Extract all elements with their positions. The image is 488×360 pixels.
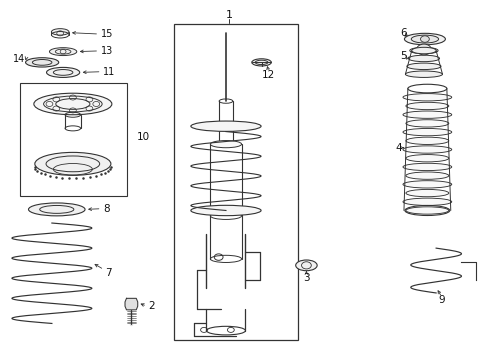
Circle shape <box>420 36 428 42</box>
Text: 7: 7 <box>105 268 112 278</box>
Ellipse shape <box>404 33 445 45</box>
Text: 14: 14 <box>13 54 25 64</box>
Text: 4: 4 <box>395 143 401 153</box>
Ellipse shape <box>25 58 59 67</box>
Ellipse shape <box>34 93 112 115</box>
Ellipse shape <box>406 63 440 69</box>
Text: 6: 6 <box>399 28 406 38</box>
Text: 1: 1 <box>225 10 232 20</box>
Ellipse shape <box>409 47 437 54</box>
Bar <box>20 83 127 196</box>
Ellipse shape <box>402 163 451 171</box>
Ellipse shape <box>410 35 438 43</box>
Ellipse shape <box>190 121 261 131</box>
Ellipse shape <box>28 203 85 216</box>
Text: 9: 9 <box>438 295 445 305</box>
Ellipse shape <box>405 207 448 214</box>
Ellipse shape <box>295 260 317 271</box>
Ellipse shape <box>251 59 271 66</box>
Polygon shape <box>125 298 138 310</box>
Ellipse shape <box>402 181 451 188</box>
Ellipse shape <box>49 48 77 55</box>
Ellipse shape <box>405 71 442 77</box>
Ellipse shape <box>51 29 69 35</box>
Ellipse shape <box>405 137 448 144</box>
Text: 8: 8 <box>103 204 109 214</box>
Text: 13: 13 <box>101 46 113 56</box>
Ellipse shape <box>405 172 448 179</box>
Ellipse shape <box>411 47 435 54</box>
Text: 12: 12 <box>262 70 275 80</box>
Bar <box>173 24 298 339</box>
Text: 11: 11 <box>103 67 115 77</box>
Text: 10: 10 <box>137 132 150 142</box>
Ellipse shape <box>402 129 451 136</box>
Ellipse shape <box>46 67 80 77</box>
Text: 3: 3 <box>303 273 309 283</box>
Ellipse shape <box>402 198 451 206</box>
Ellipse shape <box>35 152 111 175</box>
Ellipse shape <box>190 205 261 216</box>
Text: 15: 15 <box>101 29 113 39</box>
Ellipse shape <box>405 154 448 162</box>
Ellipse shape <box>402 111 451 118</box>
Text: 2: 2 <box>148 301 155 311</box>
Ellipse shape <box>407 55 439 62</box>
Circle shape <box>416 44 430 55</box>
Ellipse shape <box>405 102 448 110</box>
Ellipse shape <box>402 146 451 153</box>
Ellipse shape <box>405 120 448 127</box>
Ellipse shape <box>210 140 241 148</box>
Ellipse shape <box>405 189 448 197</box>
Text: 5: 5 <box>399 51 406 61</box>
Ellipse shape <box>402 94 451 101</box>
